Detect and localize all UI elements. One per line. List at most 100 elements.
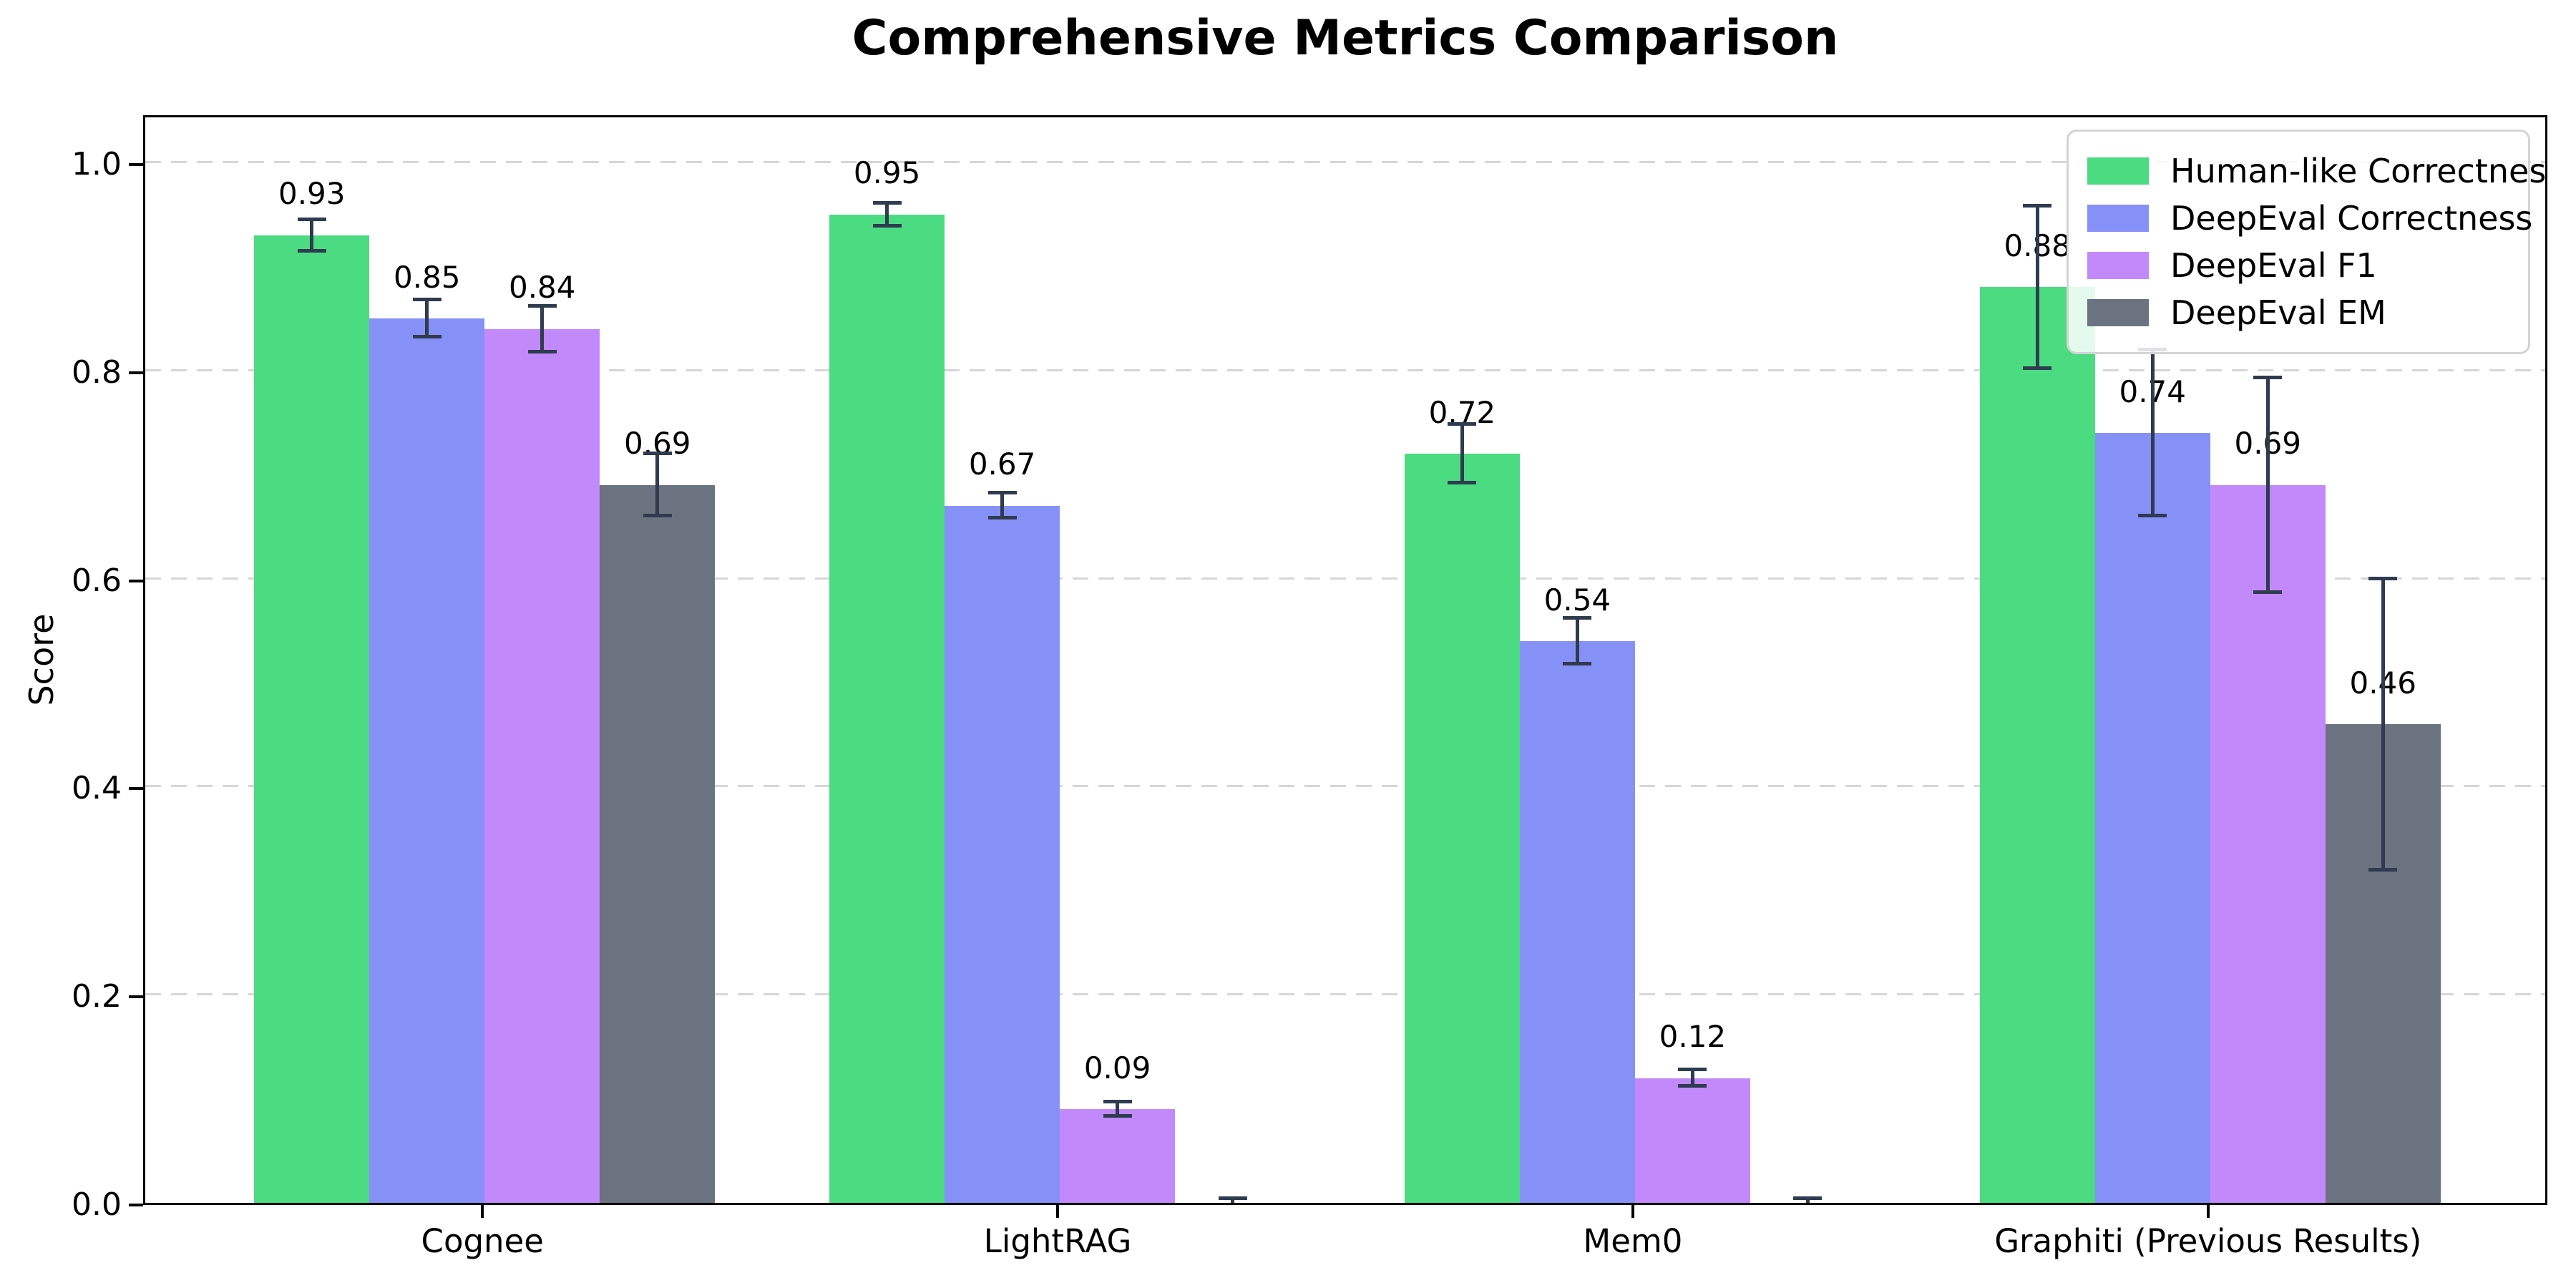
- error-bar-line: [1805, 1199, 1810, 1203]
- error-bar-cap-top: [1218, 1196, 1247, 1201]
- bar-value-label: 0.84: [508, 270, 576, 306]
- x-tick-mark: [2206, 1205, 2210, 1218]
- error-bar-cap-bottom: [987, 516, 1017, 520]
- error-bar-line: [1116, 1101, 1120, 1117]
- error-bar-line: [2150, 349, 2155, 517]
- y-tick-label: 0.4: [72, 770, 122, 807]
- legend-swatch-icon: [2087, 157, 2149, 185]
- bar: [945, 505, 1060, 1203]
- legend: Human-like Correctness DeepEval Correctne…: [2067, 130, 2545, 354]
- y-tick-mark: [129, 787, 143, 791]
- bar-value-label: 0.54: [1543, 582, 1611, 618]
- bar-value-label: 0.93: [278, 176, 346, 212]
- error-bar-cap-top: [987, 491, 1017, 495]
- error-bar-cap-bottom: [412, 335, 441, 339]
- error-bar-cap-top: [527, 303, 557, 308]
- bar: [2094, 433, 2210, 1203]
- error-bar-cap-bottom: [2253, 590, 2283, 594]
- x-tick-mark: [1056, 1205, 1060, 1218]
- bar-value-label: 0.09: [1083, 1050, 1151, 1085]
- bar-value-label: 0.72: [1428, 394, 1496, 430]
- error-bar-cap-bottom: [2138, 514, 2167, 518]
- legend-label: DeepEval Correctness: [2170, 199, 2533, 238]
- error-bar-cap-top: [2023, 204, 2052, 208]
- x-tick-label: LightRAG: [983, 1222, 1132, 1260]
- legend-row: DeepEval EM: [2087, 289, 2509, 336]
- bar: [2210, 484, 2326, 1203]
- legend-swatch-icon: [2087, 299, 2149, 326]
- error-bar-cap-top: [1448, 422, 1477, 426]
- error-bar-line: [2381, 578, 2385, 870]
- error-bar-cap-bottom: [643, 514, 672, 518]
- legend-row: DeepEval Correctness: [2087, 195, 2532, 242]
- y-tick-mark: [129, 1204, 143, 1206]
- y-tick-mark: [129, 371, 143, 374]
- error-bar-cap-bottom: [297, 248, 326, 253]
- bar-value-label: 0.85: [393, 259, 461, 295]
- error-bar-cap-top: [1678, 1067, 1707, 1071]
- y-axis-label: Score: [22, 613, 61, 706]
- error-bar-cap-top: [2253, 375, 2283, 379]
- y-tick-label: 0.8: [72, 353, 122, 391]
- chart-title: Comprehensive Metrics Comparison: [852, 10, 1839, 67]
- gridline: [145, 161, 2545, 163]
- error-bar-cap-bottom: [527, 349, 557, 353]
- gridline: [145, 785, 2545, 788]
- error-bar-cap-top: [872, 200, 902, 205]
- bar: [254, 235, 370, 1203]
- error-bar-cap-bottom: [1563, 661, 1592, 665]
- gridline: [145, 577, 2545, 580]
- legend-label: DeepEval F1: [2170, 246, 2377, 285]
- error-bar-cap-top: [1793, 1196, 1823, 1201]
- bar: [1979, 287, 2095, 1203]
- plot-area: Human-like Correctness DeepEval Correctne…: [143, 115, 2547, 1205]
- bar: [1519, 640, 1635, 1203]
- legend-label: DeepEval EM: [2170, 293, 2386, 332]
- error-bar-cap-bottom: [872, 223, 902, 228]
- y-tick-mark: [129, 579, 143, 582]
- bar: [829, 214, 945, 1203]
- bar: [1404, 454, 1520, 1203]
- legend-swatch-icon: [2087, 205, 2149, 232]
- error-bar-line: [425, 299, 429, 338]
- error-bar-cap-top: [643, 452, 672, 456]
- y-tick-mark: [129, 163, 143, 166]
- bar-value-label: 0.95: [853, 155, 921, 191]
- error-bar-cap-bottom: [2023, 366, 2052, 370]
- x-tick-label: Graphiti (Previous Results): [1994, 1222, 2422, 1260]
- y-tick-mark: [129, 995, 143, 999]
- error-bar-line: [1000, 493, 1005, 519]
- x-tick-mark: [1631, 1205, 1634, 1218]
- error-bar-cap-bottom: [1448, 480, 1477, 484]
- x-tick-label: Cognee: [421, 1222, 544, 1260]
- x-tick-mark: [481, 1205, 484, 1218]
- y-tick-label: 0.2: [72, 978, 122, 1015]
- error-bar-cap-top: [1103, 1099, 1132, 1103]
- error-bar-line: [1575, 618, 1579, 664]
- error-bar-cap-bottom: [1103, 1114, 1132, 1118]
- legend-label: Human-like Correctness: [2170, 152, 2547, 190]
- y-tick-label: 1.0: [72, 146, 122, 182]
- error-bar-line: [2035, 206, 2039, 369]
- error-bar-line: [885, 203, 889, 226]
- error-bar-cap-bottom: [2368, 867, 2398, 872]
- gridline: [145, 369, 2545, 371]
- gridline: [145, 993, 2545, 996]
- bar: [1060, 1109, 1176, 1203]
- error-bar-cap-top: [297, 217, 326, 221]
- error-bar-cap-top: [412, 297, 441, 301]
- error-bar-line: [310, 219, 314, 251]
- bar: [484, 328, 600, 1203]
- error-bar-cap-top: [2368, 576, 2398, 580]
- error-bar-line: [2265, 378, 2270, 592]
- bar-value-label: 0.67: [968, 447, 1036, 482]
- error-bar-cap-top: [1563, 615, 1592, 620]
- y-tick-label: 0.6: [72, 562, 122, 599]
- error-bar-cap-bottom: [1678, 1084, 1707, 1088]
- error-bar-line: [1231, 1199, 1235, 1203]
- legend-swatch-icon: [2087, 252, 2149, 279]
- x-tick-label: Mem0: [1583, 1222, 1683, 1260]
- legend-row: Human-like Correctness: [2087, 147, 2545, 195]
- error-bar-line: [1690, 1069, 1694, 1087]
